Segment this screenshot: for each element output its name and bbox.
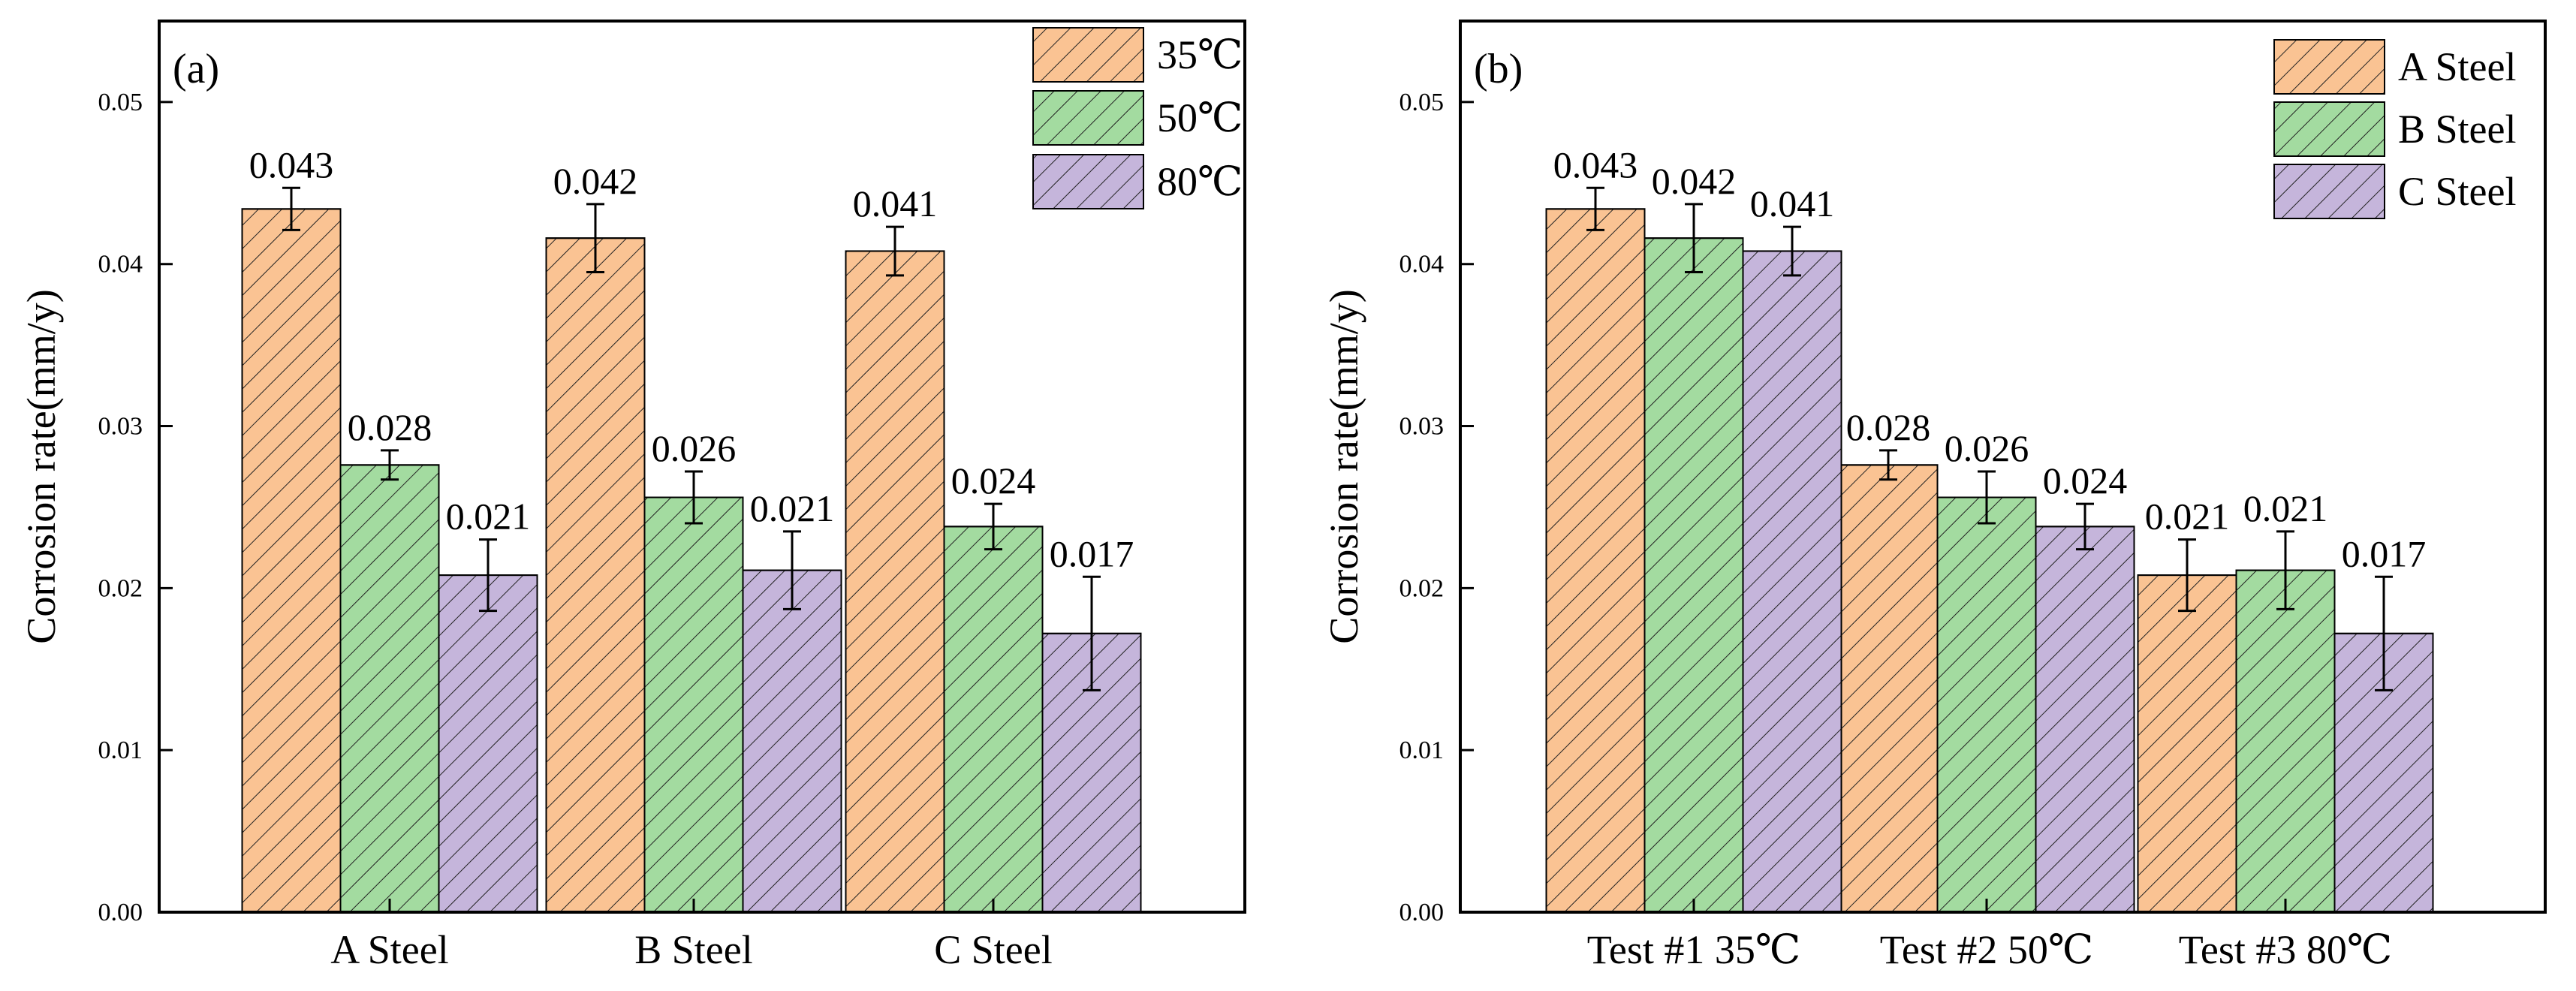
legend-label: B Steel (2398, 107, 2517, 152)
data-label: 0.028 (348, 406, 432, 448)
bar-hatch (643, 496, 744, 913)
x-tick-label: Test #2 50℃ (1880, 927, 2094, 972)
y-tick-label: 0.04 (1399, 251, 1445, 279)
panel-label: (b) (1474, 46, 1523, 92)
bar-hatch (1936, 496, 2037, 913)
y-tick-label: 0.04 (98, 251, 143, 279)
chart-panel-b: 0.043 0.028 0.021 0.042 0.026 0.021 0.041 0.024… (1321, 20, 2547, 972)
y-tick-label: 0.01 (98, 736, 143, 764)
legend-swatch-hatch (1032, 154, 1144, 209)
x-tick-label: B Steel (634, 927, 753, 972)
y-tick-label: 0.02 (98, 574, 143, 602)
data-label: 0.028 (1846, 406, 1931, 448)
y-tick-label: 0.03 (98, 413, 143, 441)
bar-hatch (943, 526, 1044, 913)
data-label: 0.041 (1750, 182, 1835, 224)
bar-hatch (1644, 237, 1744, 913)
legend-swatch-hatch (2273, 164, 2385, 219)
legend-label: C Steel (2398, 169, 2517, 214)
chart-panel-a: 0.043 0.042 0.041 0.028 0.026 0.024 0.021 0.021… (19, 20, 1246, 972)
legend-swatch-hatch (2273, 101, 2385, 157)
x-tick-label: Test #1 35℃ (1587, 927, 1801, 972)
data-label: 0.043 (1553, 143, 1638, 185)
plot-frame (158, 20, 1246, 914)
bar-hatch (545, 237, 646, 913)
data-label: 0.024 (2043, 459, 2128, 502)
data-label: 0.021 (446, 496, 531, 538)
bar-hatch (241, 208, 342, 913)
legend-swatch-hatch (1032, 27, 1144, 83)
data-label: 0.026 (1945, 427, 2029, 469)
data-label: 0.042 (1652, 160, 1737, 202)
x-tick-label: C Steel (934, 927, 1053, 972)
bar-hatch (2035, 526, 2135, 913)
data-label: 0.017 (2342, 532, 2427, 574)
x-tick-label: A Steel (330, 927, 449, 972)
legend-label: 80℃ (1157, 159, 1243, 204)
y-tick-label: 0.00 (1399, 899, 1445, 926)
legend-swatch-hatch (2273, 39, 2385, 95)
y-tick-label: 0.01 (1399, 736, 1445, 764)
data-label: 0.017 (1050, 532, 1134, 574)
panel-label: (a) (173, 46, 219, 92)
bar-hatch (2235, 569, 2336, 914)
y-tick-label: 0.05 (1399, 89, 1445, 116)
bar-hatch (2137, 574, 2237, 914)
y-axis-label: Corrosion rate(mm/y) (1321, 289, 1366, 643)
y-tick-label: 0.03 (1399, 413, 1445, 441)
data-label: 0.021 (2145, 496, 2230, 538)
data-label: 0.024 (951, 459, 1036, 502)
bar-hatch (1742, 250, 1842, 914)
legend-label: 35℃ (1157, 32, 1243, 77)
bar-hatch (1545, 208, 1646, 913)
data-label: 0.043 (249, 143, 334, 185)
bar-hatch (1838, 464, 1939, 913)
y-tick-label: 0.02 (1399, 574, 1445, 602)
bar-hatch (845, 250, 945, 914)
data-label: 0.042 (553, 160, 638, 202)
bar-hatch (742, 569, 842, 914)
y-tick-label: 0.05 (98, 89, 143, 116)
plot-frame (1459, 20, 2547, 914)
data-label: 0.041 (853, 182, 938, 224)
y-tick-label: 0.00 (98, 899, 143, 926)
y-axis-label: Corrosion rate(mm/y) (19, 289, 64, 643)
bar-hatch (438, 574, 538, 914)
legend-label: A Steel (2398, 44, 2517, 89)
data-label: 0.021 (2243, 487, 2328, 529)
x-tick-label: Test #3 80℃ (2179, 927, 2393, 972)
data-label: 0.021 (750, 487, 835, 529)
legend-swatch-hatch (1032, 90, 1144, 146)
bar-hatch (339, 464, 440, 913)
legend-label: 50℃ (1157, 95, 1243, 140)
data-label: 0.026 (652, 427, 737, 469)
